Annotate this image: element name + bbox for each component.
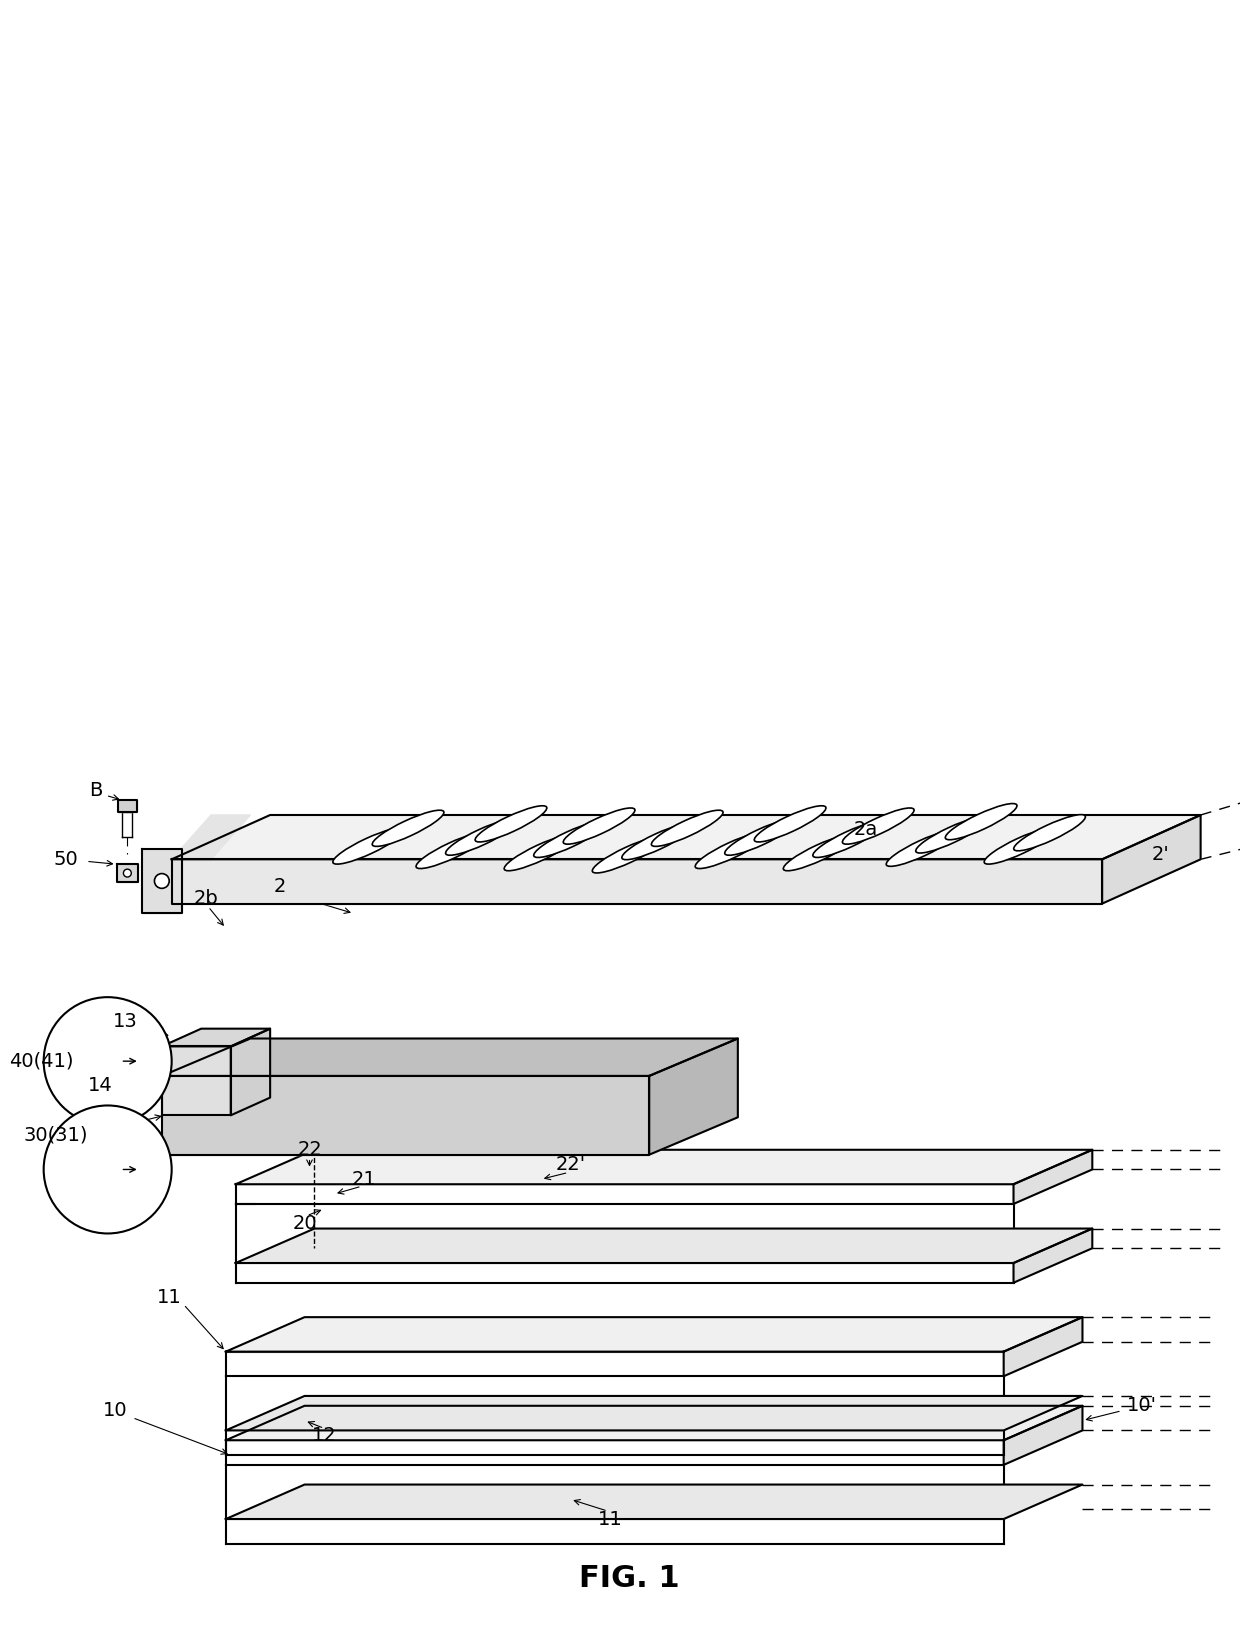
Text: 22: 22	[298, 1141, 322, 1159]
Ellipse shape	[332, 828, 404, 864]
Ellipse shape	[155, 874, 169, 888]
Ellipse shape	[533, 822, 605, 857]
Ellipse shape	[372, 810, 444, 846]
Polygon shape	[1013, 1229, 1092, 1283]
Polygon shape	[226, 1317, 1083, 1351]
Ellipse shape	[593, 836, 663, 874]
Polygon shape	[171, 815, 1200, 859]
Ellipse shape	[621, 823, 693, 859]
Text: 10: 10	[103, 1402, 128, 1420]
Ellipse shape	[784, 835, 856, 870]
Text: 40(41): 40(41)	[9, 1051, 73, 1071]
Polygon shape	[226, 1395, 1083, 1431]
Polygon shape	[231, 1029, 270, 1115]
Polygon shape	[143, 849, 181, 913]
Ellipse shape	[475, 805, 547, 843]
Text: 2b: 2b	[193, 890, 218, 908]
Polygon shape	[1013, 1149, 1092, 1205]
Ellipse shape	[916, 817, 987, 852]
Ellipse shape	[887, 830, 959, 866]
Polygon shape	[171, 859, 1102, 903]
Polygon shape	[171, 815, 250, 859]
Polygon shape	[162, 1046, 231, 1115]
Ellipse shape	[696, 833, 766, 869]
Polygon shape	[1102, 815, 1200, 903]
Polygon shape	[236, 1149, 1092, 1185]
Text: 22': 22'	[556, 1156, 585, 1174]
Polygon shape	[162, 1029, 270, 1046]
Polygon shape	[162, 1076, 650, 1154]
Text: 11: 11	[156, 1288, 181, 1307]
Text: 10': 10'	[1127, 1397, 1157, 1415]
Circle shape	[43, 998, 171, 1125]
Text: 13: 13	[113, 1012, 138, 1032]
Ellipse shape	[124, 869, 131, 877]
Text: 2: 2	[274, 877, 286, 897]
Ellipse shape	[985, 828, 1056, 864]
Text: 12: 12	[312, 1426, 337, 1444]
Polygon shape	[1003, 1405, 1083, 1465]
Text: 2': 2'	[1152, 844, 1169, 864]
Text: 21: 21	[351, 1170, 376, 1188]
Ellipse shape	[754, 805, 826, 843]
Ellipse shape	[1014, 815, 1085, 851]
Ellipse shape	[651, 810, 723, 846]
Polygon shape	[1003, 1317, 1083, 1376]
Polygon shape	[226, 1485, 1083, 1519]
Text: 11: 11	[598, 1509, 622, 1529]
Ellipse shape	[505, 835, 575, 870]
Ellipse shape	[945, 804, 1017, 839]
Text: 20: 20	[293, 1214, 317, 1234]
Polygon shape	[117, 864, 138, 882]
Text: 30(31): 30(31)	[24, 1125, 88, 1144]
Ellipse shape	[417, 833, 487, 869]
Polygon shape	[226, 1405, 1083, 1441]
Polygon shape	[650, 1038, 738, 1154]
Text: FIG. 1: FIG. 1	[579, 1563, 680, 1593]
Text: 14: 14	[88, 1076, 113, 1095]
Ellipse shape	[842, 808, 914, 844]
Ellipse shape	[813, 822, 884, 857]
Ellipse shape	[563, 808, 635, 844]
Polygon shape	[118, 800, 138, 812]
Polygon shape	[236, 1229, 1092, 1263]
Ellipse shape	[445, 818, 517, 856]
Text: 2a: 2a	[853, 820, 878, 839]
Circle shape	[43, 1105, 171, 1234]
Text: 50: 50	[53, 849, 78, 869]
Text: B: B	[89, 781, 103, 800]
Polygon shape	[162, 1038, 738, 1076]
Ellipse shape	[724, 818, 796, 856]
